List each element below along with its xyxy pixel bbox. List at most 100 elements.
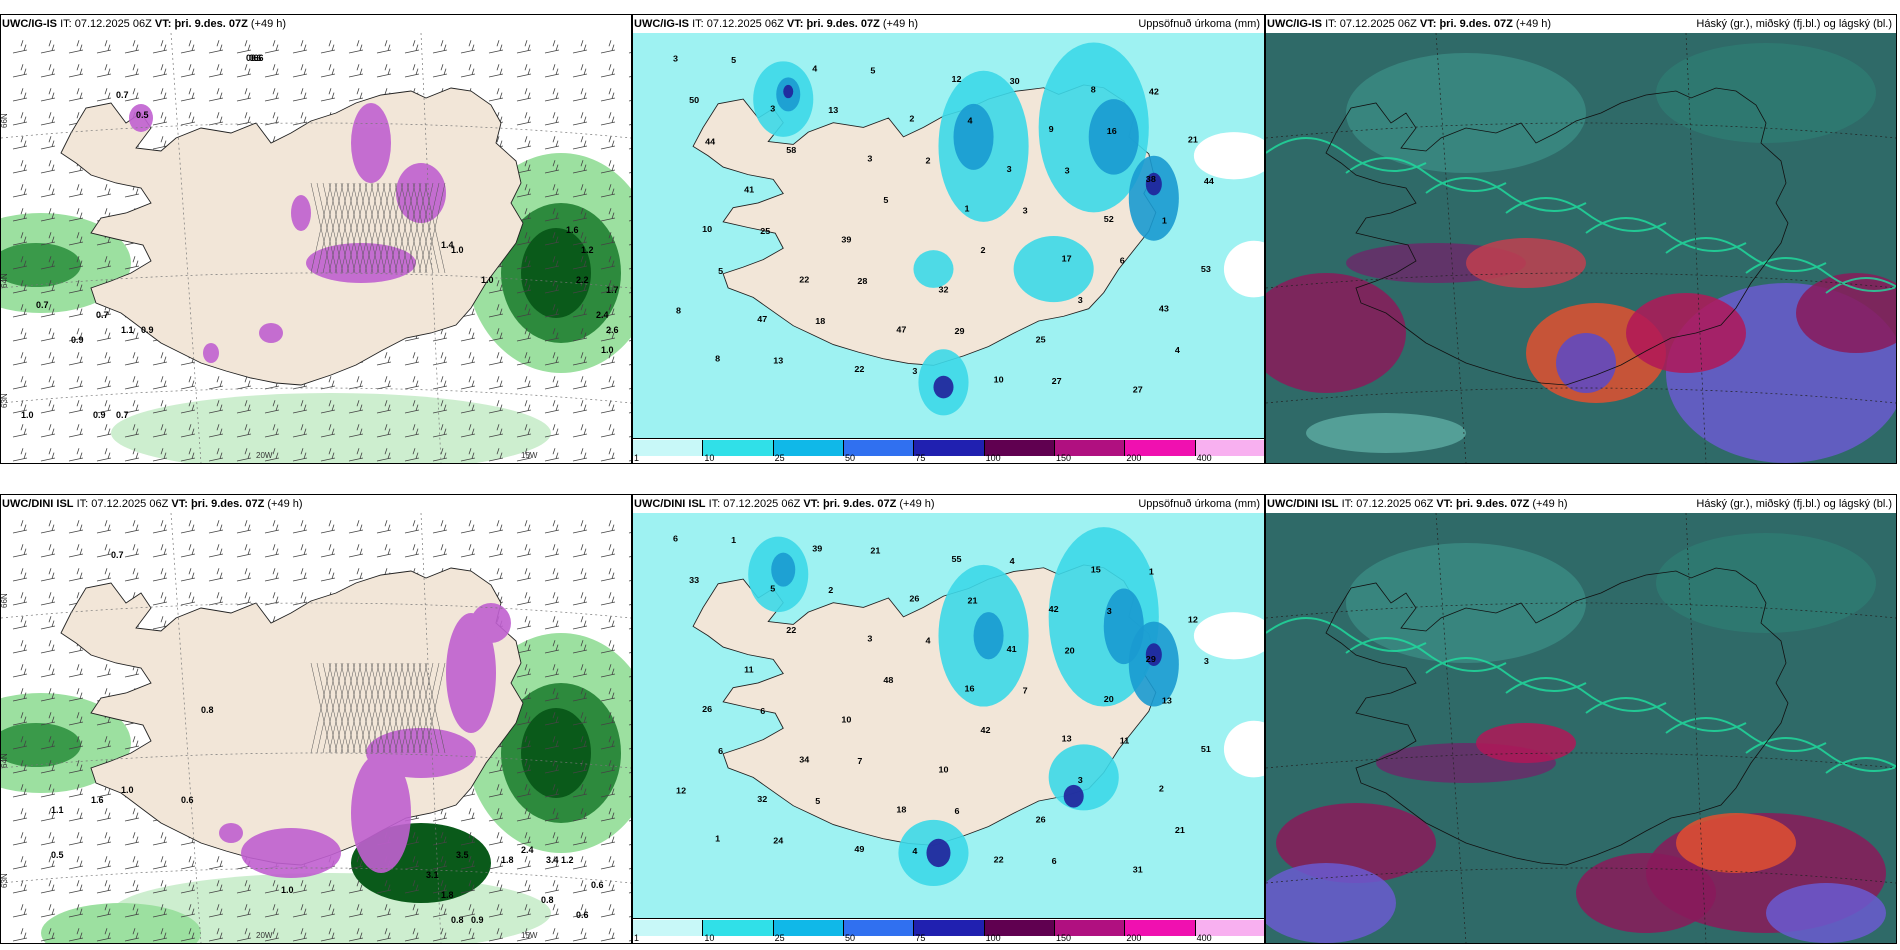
longitude-line — [170, 513, 202, 943]
precip-value-label: 3 — [1078, 295, 1083, 305]
panel-precip-top: UWC/IG-IS IT: 07.12.2025 06Z VT: þri. 9.… — [632, 14, 1265, 464]
colorbar-tick-label: 200 — [1126, 933, 1142, 943]
colorbar-swatch — [1125, 920, 1196, 936]
precip-value-label: 2 — [981, 245, 986, 255]
wind-value-label: 0.9 — [471, 915, 484, 925]
colorbar-swatch — [1125, 440, 1196, 456]
precip-value-label: 4 — [1175, 345, 1180, 355]
wind-value-label: 0.8 — [541, 895, 554, 905]
precip-value-label: 42 — [1149, 87, 1159, 97]
iceland-outline — [1325, 87, 1789, 386]
precip-value-label: 12 — [1188, 615, 1198, 625]
latitude-line — [1266, 602, 1896, 619]
wind-value-label: 1.0 — [601, 345, 614, 355]
wind-value-label: 0.9 — [93, 410, 106, 420]
precip-value-label: 4 — [1010, 556, 1015, 566]
precip-value-label: 10 — [994, 375, 1004, 385]
precip-value-label: 1 — [715, 834, 720, 844]
precip-value-label: 26 — [702, 704, 712, 714]
precip-value-label: 16 — [1107, 126, 1117, 136]
precip-value-label: 58 — [786, 145, 796, 155]
precip-value-label: 6 — [1120, 256, 1125, 266]
colorbar-tick-label: 10 — [704, 453, 715, 463]
precip-value-label: 2 — [1159, 784, 1164, 794]
precip-value-label: 4 — [912, 846, 917, 856]
precip-value-label: 4 — [812, 64, 817, 74]
precip-value-label: 5 — [815, 796, 820, 806]
colorbar-tick-label: 100 — [985, 453, 1001, 463]
precip-value-label: 43 — [1159, 304, 1169, 314]
colorbar-tick-label: 1 — [634, 453, 640, 463]
panel-precip-bottom: UWC/DINI ISL IT: 07.12.2025 06Z VT: þri.… — [632, 494, 1265, 944]
iceland-landmass — [60, 87, 524, 386]
latitude-label: 64N — [1, 273, 9, 288]
colorbar-tick-label: 400 — [1196, 453, 1212, 463]
colorbar-swatch — [1055, 440, 1126, 456]
latitude-label: 63N — [1, 873, 9, 888]
colorbar-swatch — [703, 920, 774, 936]
precip-value-label: 32 — [757, 794, 767, 804]
precip-value-label: 1 — [1162, 216, 1167, 226]
precip-value-label: 6 — [760, 706, 765, 716]
latitude-line — [1266, 122, 1896, 139]
wind-value-label: 0.6 — [246, 53, 259, 63]
latitude-label: 66N — [1, 113, 9, 128]
precip-value-label: 18 — [815, 316, 825, 326]
precip-value-label: 41 — [744, 185, 754, 195]
precip-value-label: 11 — [1120, 736, 1130, 746]
wind-value-label: 1.8 — [441, 890, 454, 900]
colorbar-swatch — [844, 440, 915, 456]
precip-value-label: 5 — [883, 195, 888, 205]
precip-value-label: 2 — [909, 114, 914, 124]
colorbar-swatch — [914, 920, 985, 936]
wind-value-label: 1.6 — [566, 225, 579, 235]
wind-value-label: 3.5 — [456, 850, 469, 860]
wind-value-label: 1.2 — [581, 245, 594, 255]
precip-value-label: 53 — [1201, 264, 1211, 274]
precip-value-label: 24 — [773, 836, 783, 846]
colorbar-swatch — [984, 920, 1055, 936]
precip-shading — [748, 527, 1179, 886]
colorbar-tick-label: 75 — [915, 453, 926, 463]
panel-header: UWC/IG-IS IT: 07.12.2025 06Z VT: þri. 9.… — [2, 18, 287, 30]
precip-value-label: 49 — [854, 844, 864, 854]
precip-value-label: 8 — [715, 354, 720, 364]
colorbar-swatch — [633, 440, 704, 456]
cloud-edges — [1266, 617, 1896, 774]
colorbar-tick-label: 10 — [704, 933, 715, 943]
precip-value-label: 6 — [718, 746, 723, 756]
latitude-line — [1, 602, 631, 619]
precip-value-label: 42 — [1049, 604, 1059, 614]
precip-value-label: 38 — [1146, 174, 1156, 184]
cloud-map — [1266, 513, 1896, 943]
precip-value-label: 9 — [1049, 124, 1054, 134]
panel-right-title: Háský (gr.), miðský (fj.bl.) og lágský (… — [1696, 498, 1892, 510]
precip-value-label: 1 — [731, 535, 736, 545]
precip-value-label: 13 — [1062, 734, 1072, 744]
panel-cloud-top: UWC/IG-IS IT: 07.12.2025 06Z VT: þri. 9.… — [1265, 14, 1897, 464]
wind-value-label: 0.6 — [181, 795, 194, 805]
panel-right-title: Uppsöfnuð úrkoma (mm) — [1138, 498, 1260, 510]
latitude-label: 64N — [1, 753, 9, 768]
precip-value-label: 10 — [841, 715, 851, 725]
colorbar-tick-label: 150 — [1056, 453, 1072, 463]
longitude-label: 15W — [521, 451, 538, 460]
precip-value-label: 33 — [689, 575, 699, 585]
latitude-line — [1266, 387, 1896, 404]
precip-value-label: 27 — [1052, 376, 1062, 386]
latitude-line — [1, 867, 631, 884]
precip-value-label: 32 — [938, 285, 948, 295]
colorbar-swatch — [984, 440, 1055, 456]
wind-value-label: 1.6 — [91, 795, 104, 805]
precip-value-label: 3 — [673, 54, 678, 64]
precip-value-label: 3 — [770, 104, 775, 114]
wind-value-label: 0.6 — [251, 53, 264, 63]
colorbar-swatch — [773, 440, 844, 456]
wind-value-label: 1.2 — [561, 855, 574, 865]
wind-value-label: 1.7 — [606, 285, 619, 295]
latitude-label: 63N — [1, 393, 9, 408]
precip-value-label: 47 — [757, 314, 767, 324]
precip-value-label: 5 — [770, 584, 775, 594]
precip-value-label: 3 — [1023, 206, 1028, 216]
precip-value-label: 13 — [828, 105, 838, 115]
